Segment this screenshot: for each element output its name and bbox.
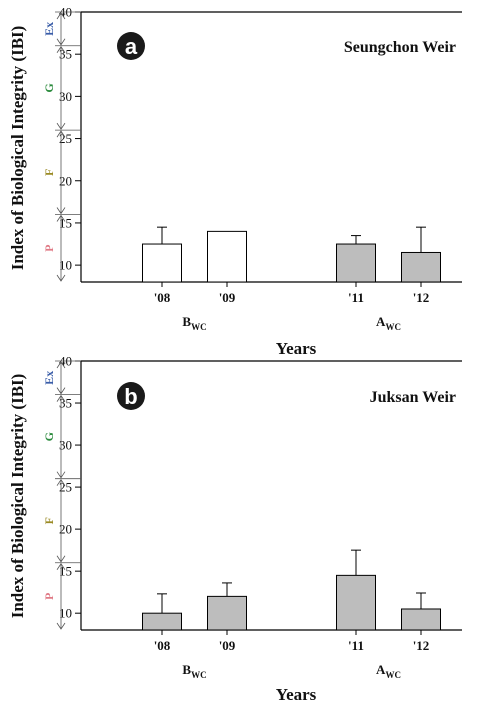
panel-b-y-tick-label-3: 25 xyxy=(59,480,72,495)
panel-b-band-label-G: G xyxy=(42,432,56,441)
panel-b-y-tick-label-4: 30 xyxy=(59,438,72,453)
panel-a-badge-label: a xyxy=(125,34,138,59)
panel-a-x-tick-label-0: '08 xyxy=(154,290,171,305)
panel-b-y-tick-label-1: 15 xyxy=(59,564,72,579)
panel-b-band-arrow-up-Ex xyxy=(56,361,66,369)
panel-b-badge-label: b xyxy=(124,384,137,409)
panel-a-bar-2 xyxy=(336,243,376,283)
panel-a-x-axis-label: Years xyxy=(276,339,317,358)
panel-a-band-label-G: G xyxy=(42,83,56,92)
panel-b-badge-circle xyxy=(117,382,145,410)
panel-a-y-tick-label-2: 20 xyxy=(59,173,72,188)
panel-b-x-tick-label-1: '09 xyxy=(219,638,236,653)
panel-b-x-tick-label-3: '12 xyxy=(413,638,430,653)
panel-b-bar-2 xyxy=(336,574,376,631)
panel-a-band-label-F: F xyxy=(42,169,56,176)
panel-b-band-label-P: P xyxy=(42,593,56,600)
panel-a-y-tick-label-3: 25 xyxy=(59,131,72,146)
panel-a-badge-circle xyxy=(117,32,145,60)
panel-a-bar-1 xyxy=(207,230,247,283)
panel-a-band-arrow-down-F xyxy=(56,207,66,215)
panel-a-x-tick-label-2: '11 xyxy=(348,290,364,305)
panel-a-y-axis-label: Index of Biological Integrity (IBI) xyxy=(8,26,27,271)
panel-a-x-tick-label-3: '12 xyxy=(413,290,430,305)
panel-a-bar-0 xyxy=(142,243,182,283)
panel-a-band-label-Ex: Ex xyxy=(42,22,56,36)
panel-b-band-arrow-up-F xyxy=(56,478,66,486)
panel-a-x-tick-label-1: '09 xyxy=(219,290,236,305)
panel-b-y-tick-label-0: 10 xyxy=(59,606,72,621)
panel-a-band-arrow-up-G xyxy=(56,46,66,53)
panel-b-band-arrow-down-P xyxy=(56,622,66,630)
panel-a-title: Seungchon Weir xyxy=(344,39,456,56)
panel-b-group-label-0: BWC xyxy=(182,662,206,680)
panel-b-band-arrow-up-P xyxy=(56,563,66,570)
panel-b-y-axis-label: Index of Biological Integrity (IBI) xyxy=(8,374,27,619)
panel-a-y-tick-label-1: 15 xyxy=(59,215,72,230)
panel-a-group-label-1: AWC xyxy=(376,314,401,332)
panel-b-band-arrow-down-Ex xyxy=(56,387,66,395)
panel-b-band-arrow-down-G xyxy=(56,471,66,479)
panel-b: b Juksan Weir Index of Biological Integr… xyxy=(8,354,462,680)
panel-a-y-tick-label-4: 30 xyxy=(59,89,72,104)
panel-b-title: Juksan Weir xyxy=(370,389,456,406)
panel-a-band-arrow-up-Ex xyxy=(56,12,66,20)
panel-b-bar-0 xyxy=(142,612,182,631)
panel-a-band-arrow-down-G xyxy=(56,122,66,130)
panel-a-y-tick-label-5: 35 xyxy=(59,47,72,62)
panel-a: a Seungchon Weir Index of Biological Int… xyxy=(8,5,462,332)
panel-a-group-label-0: BWC xyxy=(182,314,206,332)
panel-b-y-tick-label-5: 35 xyxy=(59,396,72,411)
panel-b-bar-1 xyxy=(207,595,247,631)
panel-a-band-arrow-up-P xyxy=(56,214,66,222)
panel-b-group-label-1: AWC xyxy=(376,662,401,680)
panel-b-badge: b xyxy=(117,382,145,410)
panel-a-y-tick-label-0: 10 xyxy=(59,258,72,273)
panel-b-band-arrow-up-G xyxy=(56,394,66,402)
panel-b-x-tick-label-2: '11 xyxy=(348,638,364,653)
panel-b-band-label-Ex: Ex xyxy=(42,371,56,385)
panel-a-band-arrow-up-F xyxy=(56,130,66,138)
panel-b-bar-3 xyxy=(401,608,441,631)
panel-a-badge: a xyxy=(117,32,145,60)
panel-a-bar-3 xyxy=(401,251,441,283)
panel-a-band-label-P: P xyxy=(42,245,56,252)
panel-b-y-tick-label-2: 20 xyxy=(59,522,72,537)
panel-b-x-tick-label-0: '08 xyxy=(154,638,171,653)
panel-b-band-arrow-down-F xyxy=(56,555,66,563)
panel-b-x-axis-label: Years xyxy=(276,685,317,704)
panel-a-band-arrow-down-Ex xyxy=(56,38,66,46)
panel-a-band-arrow-down-P xyxy=(56,274,66,282)
panel-b-band-label-F: F xyxy=(42,517,56,524)
